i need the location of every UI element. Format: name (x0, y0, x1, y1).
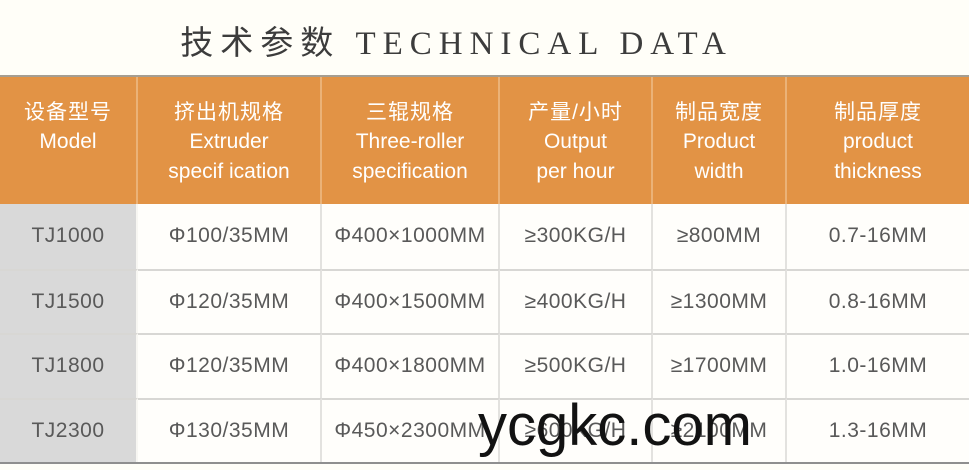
cell-model: TJ2300 (0, 397, 138, 462)
cell-three-roller-spec: Φ400×1500MM (322, 268, 500, 333)
cell-extruder-spec: Φ120/35MM (138, 333, 322, 398)
watermark: ycgkc.com (478, 393, 752, 458)
cell-thickness: 1.0-16MM (787, 333, 969, 398)
cell-width: ≥800MM (653, 204, 787, 269)
header-zh-model: 设备型号 (24, 101, 112, 124)
header-zh-product-width: 制品宽度 (675, 101, 763, 124)
table-row-tj1800: TJ1800 Φ120/35MM Φ400×1800MM ≥500KG/H ≥1… (0, 333, 969, 398)
header-zh-output-per-hour: 产量/小时 (528, 101, 623, 124)
cell-output: ≥600KG/H (500, 397, 653, 462)
table-row-tj2300: TJ2300 Φ130/35MM Φ450×2300MM ≥600KG/H ≥2… (0, 397, 969, 462)
cell-extruder-spec: Φ100/35MM (138, 204, 322, 269)
cell-width: ≥1300MM (653, 268, 787, 333)
cell-output: ≥300KG/H (500, 204, 653, 269)
header-cell-model: 设备型号 Model (0, 77, 138, 204)
header-cell-product-thickness: 制品厚度 product thickness (787, 77, 969, 204)
technical-data-table: 设备型号 Model 挤出机规格 Extruder specif ication… (0, 75, 969, 464)
header-en-model: Model (39, 130, 97, 153)
header-cell-three-roller-spec: 三辊规格 Three-roller specification (322, 77, 500, 204)
cell-output: ≥500KG/H (500, 333, 653, 398)
header-en-output-per-hour: Output per hour (536, 130, 615, 183)
header-en-product-width: Product width (682, 130, 756, 183)
header-zh-extruder-spec: 挤出机规格 (174, 101, 284, 124)
header-zh-product-thickness: 制品厚度 (834, 101, 922, 124)
cell-model: TJ1500 (0, 268, 138, 333)
cell-extruder-spec: Φ120/35MM (138, 268, 322, 333)
header-cell-extruder-spec: 挤出机规格 Extruder specif ication (138, 77, 322, 204)
table-row-tj1500: TJ1500 Φ120/35MM Φ400×1500MM ≥400KG/H ≥1… (0, 268, 969, 333)
cell-thickness: 0.7-16MM (787, 204, 969, 269)
table-row-tj1000: TJ1000 Φ100/35MM Φ400×1000MM ≥300KG/H ≥8… (0, 204, 969, 269)
cell-width: ≥1700MM (653, 333, 787, 398)
header-zh-three-roller-spec: 三辊规格 (366, 101, 454, 124)
cell-three-roller-spec: Φ400×1000MM (322, 204, 500, 269)
cell-three-roller-spec: Φ400×1800MM (322, 333, 500, 398)
header-en-three-roller-spec: Three-roller specification (352, 130, 468, 183)
cell-extruder-spec: Φ130/35MM (138, 397, 322, 462)
page-title: 技术参数 TECHNICAL DATA (180, 26, 733, 62)
cell-model: TJ1800 (0, 333, 138, 398)
header-cell-product-width: 制品宽度 Product width (653, 77, 787, 204)
cell-thickness: 1.3-16MM (787, 397, 969, 462)
header-en-product-thickness: product thickness (834, 130, 922, 183)
header-en-extruder-spec: Extruder specif ication (168, 130, 290, 183)
header-cell-output-per-hour: 产量/小时 Output per hour (500, 77, 653, 204)
cell-width: ≥2100MM (653, 397, 787, 462)
cell-three-roller-spec: Φ450×2300MM (322, 397, 500, 462)
cell-thickness: 0.8-16MM (787, 268, 969, 333)
cell-model: TJ1000 (0, 204, 138, 269)
table-header-row: 设备型号 Model 挤出机规格 Extruder specif ication… (0, 77, 969, 204)
cell-output: ≥400KG/H (500, 268, 653, 333)
